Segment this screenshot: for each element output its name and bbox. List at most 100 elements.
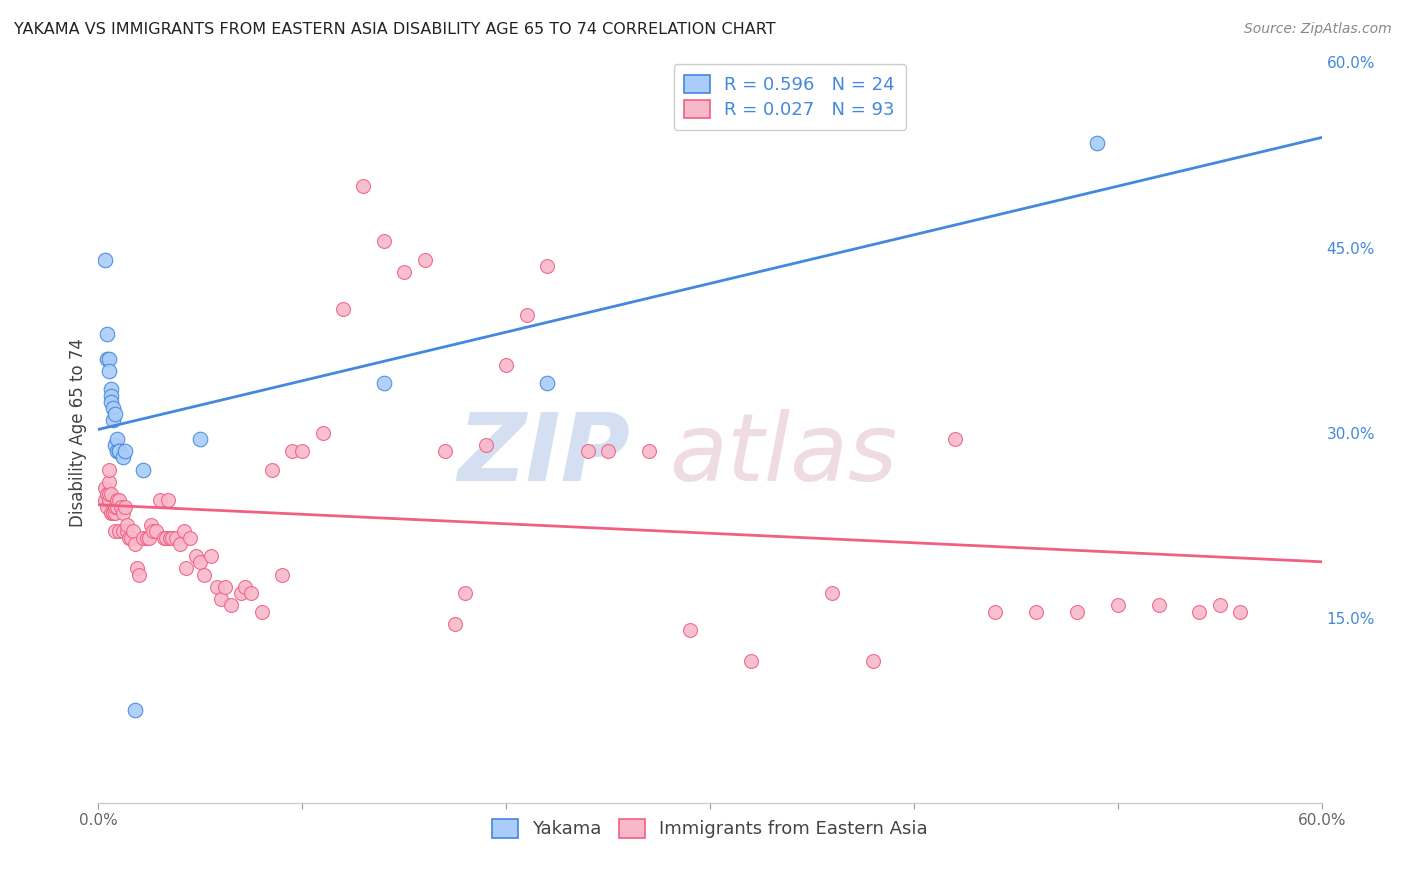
Point	[97, 475, 120, 489]
Point	[679, 623, 702, 637]
Point	[392, 265, 416, 279]
Point	[1188, 605, 1211, 619]
Point	[152, 531, 174, 545]
Point	[444, 616, 467, 631]
Point	[740, 654, 762, 668]
Point	[104, 438, 127, 452]
Point	[576, 444, 599, 458]
Point	[165, 531, 187, 545]
Point	[105, 444, 128, 458]
Point	[188, 555, 212, 569]
Point	[209, 592, 232, 607]
Point	[93, 252, 115, 267]
Point	[108, 444, 131, 458]
Point	[124, 536, 146, 550]
Point	[108, 524, 131, 539]
Point	[141, 518, 163, 533]
Point	[97, 487, 120, 501]
Point	[108, 493, 131, 508]
Point	[159, 531, 181, 545]
Point	[149, 493, 172, 508]
Point	[169, 536, 191, 550]
Point	[145, 524, 167, 539]
Point	[101, 401, 124, 415]
Point	[598, 444, 620, 458]
Point	[110, 500, 132, 514]
Point	[96, 500, 118, 514]
Point	[250, 605, 273, 619]
Point	[97, 493, 120, 508]
Text: atlas: atlas	[669, 409, 897, 500]
Point	[1229, 605, 1251, 619]
Point	[105, 493, 128, 508]
Point	[111, 506, 134, 520]
Text: ZIP: ZIP	[457, 409, 630, 500]
Point	[104, 407, 127, 421]
Point	[96, 326, 118, 341]
Point	[205, 580, 228, 594]
Point	[943, 432, 966, 446]
Point	[352, 178, 374, 193]
Point	[1066, 605, 1088, 619]
Point	[260, 462, 283, 476]
Point	[821, 586, 844, 600]
Point	[128, 567, 150, 582]
Point	[373, 376, 395, 391]
Point	[200, 549, 222, 563]
Point	[637, 444, 661, 458]
Y-axis label: Disability Age 65 to 74: Disability Age 65 to 74	[69, 338, 87, 527]
Point	[104, 506, 127, 520]
Point	[97, 364, 120, 378]
Point	[862, 654, 884, 668]
Point	[114, 500, 136, 514]
Point	[434, 444, 457, 458]
Point	[108, 444, 131, 458]
Point	[413, 252, 436, 267]
Point	[219, 599, 242, 613]
Point	[100, 487, 122, 501]
Point	[138, 531, 160, 545]
Point	[454, 586, 477, 600]
Point	[93, 493, 115, 508]
Point	[231, 586, 253, 600]
Point	[100, 394, 122, 409]
Point	[114, 444, 136, 458]
Point	[105, 432, 128, 446]
Text: YAKAMA VS IMMIGRANTS FROM EASTERN ASIA DISABILITY AGE 65 TO 74 CORRELATION CHART: YAKAMA VS IMMIGRANTS FROM EASTERN ASIA D…	[14, 22, 776, 37]
Point	[240, 586, 263, 600]
Point	[516, 309, 538, 323]
Point	[100, 388, 122, 402]
Point	[1107, 599, 1129, 613]
Point	[115, 524, 138, 539]
Point	[1025, 605, 1047, 619]
Point	[193, 567, 215, 582]
Point	[1209, 599, 1232, 613]
Point	[536, 259, 558, 273]
Point	[142, 524, 165, 539]
Point	[104, 500, 127, 514]
Point	[118, 531, 141, 545]
Point	[1147, 599, 1170, 613]
Point	[124, 703, 146, 717]
Point	[97, 351, 120, 366]
Point	[96, 351, 118, 366]
Legend: Yakama, Immigrants from Eastern Asia: Yakama, Immigrants from Eastern Asia	[481, 808, 939, 849]
Point	[281, 444, 304, 458]
Point	[188, 432, 212, 446]
Point	[174, 561, 197, 575]
Point	[270, 567, 294, 582]
Point	[132, 531, 155, 545]
Point	[179, 531, 201, 545]
Point	[100, 506, 122, 520]
Point	[100, 383, 122, 397]
Point	[122, 524, 145, 539]
Point	[373, 235, 395, 249]
Point	[93, 481, 115, 495]
Point	[1085, 136, 1108, 150]
Point	[97, 462, 120, 476]
Point	[132, 462, 155, 476]
Point	[173, 524, 195, 539]
Point	[233, 580, 256, 594]
Point	[156, 493, 179, 508]
Point	[105, 500, 128, 514]
